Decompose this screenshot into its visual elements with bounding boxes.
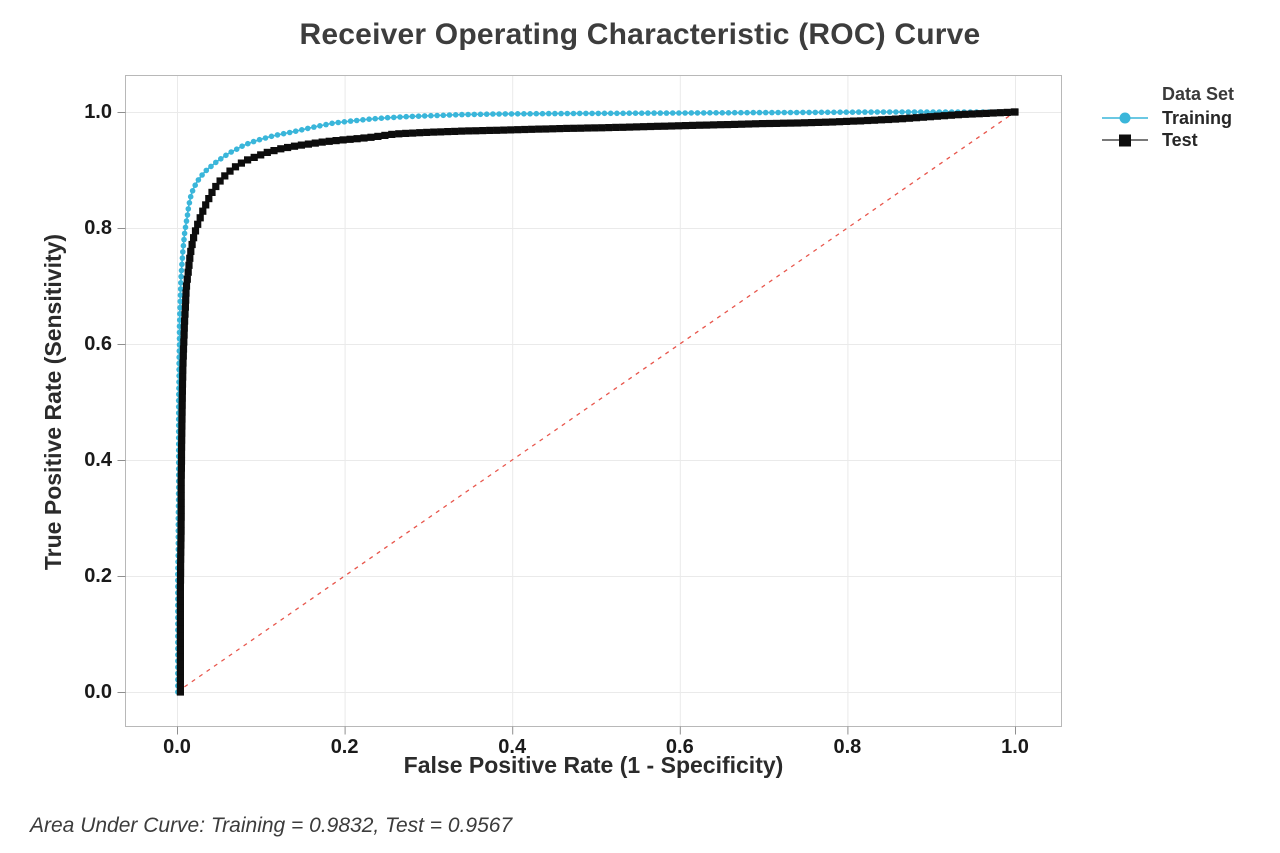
y-tick-label: 0.2 — [84, 565, 112, 587]
legend-entries: Training Test — [1100, 107, 1234, 151]
y-tick-label: 0.0 — [84, 681, 112, 703]
y-axis-title: True Positive Rate (Sensitivity) — [40, 233, 66, 571]
y-tick-label: 0.8 — [84, 217, 112, 239]
chart-title: Receiver Operating Characteristic (ROC) … — [299, 18, 981, 51]
x-tick-label: 0.2 — [330, 736, 359, 758]
x-tick-label: 0.0 — [163, 736, 191, 758]
y-tick-label: 0.4 — [84, 449, 112, 471]
x-tick-label: 0.6 — [665, 736, 694, 758]
y-tick-label: 1.0 — [84, 101, 112, 123]
x-tick-label: 0.4 — [498, 736, 527, 758]
y-tick-label: 0.6 — [84, 333, 112, 355]
x-tick-label: 0.8 — [833, 736, 862, 758]
legend: Data Set Training Test — [1100, 84, 1234, 151]
legend-label: Training — [1162, 107, 1233, 128]
legend-label: Test — [1162, 129, 1198, 150]
legend-entry-test[interactable]: Test — [1100, 129, 1234, 151]
x-tick-label: 1.0 — [1001, 736, 1029, 758]
legend-title: Data Set — [1162, 84, 1235, 104]
x-axis-title: False Positive Rate (1 - Specificity) — [403, 752, 784, 778]
legend-circle-marker-icon — [1102, 112, 1148, 124]
legend-square-marker-icon — [1102, 134, 1148, 147]
auc-footnote: Area Under Curve: Training = 0.9832, Tes… — [30, 814, 513, 837]
legend-entry-training[interactable]: Training — [1100, 107, 1234, 129]
